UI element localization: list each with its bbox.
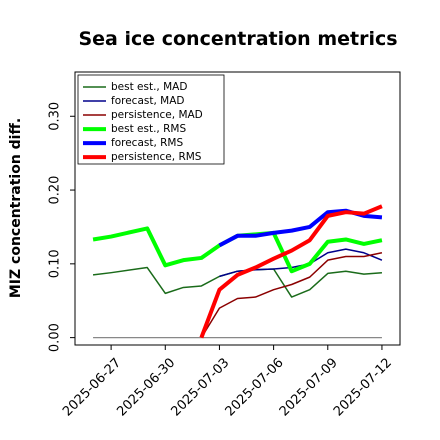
legend-label: persistence, RMS [111, 151, 202, 163]
chart-title: Sea ice concentration metrics [78, 28, 397, 50]
series-line [218, 208, 383, 248]
x-tick-label: 2025-07-12 [331, 355, 395, 419]
series-line [200, 252, 383, 339]
plot-frame [74, 71, 401, 346]
y-tick-label: 0.10 [48, 249, 63, 278]
legend-label: best est., RMS [111, 123, 186, 135]
legend-label: persistence, MAD [111, 109, 203, 121]
y-tick-label: 0.00 [48, 323, 63, 352]
y-tick-label: 0.30 [48, 102, 63, 131]
y-axis-label: MIZ concentration diff. [8, 118, 24, 298]
series-line [199, 204, 383, 339]
legend-label: forecast, MAD [111, 95, 184, 107]
legend-box [77, 74, 225, 165]
y-tick-label: 0.20 [48, 176, 63, 205]
legend-label: best est., MAD [111, 81, 187, 93]
legend-label: forecast, RMS [111, 137, 183, 149]
